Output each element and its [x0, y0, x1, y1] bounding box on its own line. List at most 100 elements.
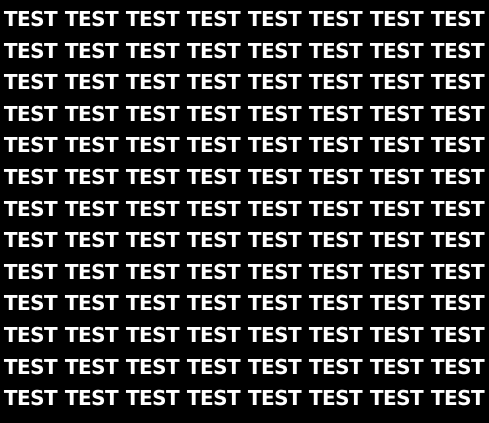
test-word: TEST [247, 7, 302, 31]
text-row: TEST TEST TEST TEST TEST TEST TEST TEST [0, 37, 489, 69]
text-row: TEST TEST TEST TEST TEST TEST TEST TEST [0, 195, 489, 227]
test-word: TEST [369, 259, 424, 284]
test-word: TEST [247, 386, 302, 411]
text-row: TEST TEST TEST TEST TEST TEST TEST TEST [0, 258, 489, 290]
test-word: TEST [125, 164, 180, 189]
test-word: TEST [125, 386, 180, 411]
test-word: TEST [247, 228, 302, 253]
test-word: TEST [3, 101, 58, 126]
test-word: TEST [308, 259, 363, 284]
test-word: TEST [247, 101, 302, 126]
test-word: TEST [247, 38, 302, 63]
test-word: TEST [430, 101, 485, 126]
test-word: TEST [64, 38, 119, 63]
text-row: TEST TEST TEST TEST TEST TEST TEST TEST [0, 100, 489, 132]
test-word: TEST [369, 354, 424, 379]
test-word: TEST [186, 164, 241, 189]
test-word: TEST [125, 101, 180, 126]
test-word: TEST [430, 7, 485, 31]
test-word: TEST [64, 70, 119, 95]
test-word: TEST [64, 291, 119, 316]
test-word: TEST [430, 196, 485, 221]
test-word: TEST [186, 291, 241, 316]
test-word: TEST [125, 259, 180, 284]
test-word: TEST [3, 196, 58, 221]
text-row: TEST TEST TEST TEST TEST TEST TEST TEST [0, 163, 489, 195]
test-word: TEST [308, 101, 363, 126]
test-word: TEST [247, 70, 302, 95]
test-word: TEST [369, 386, 424, 411]
test-word: TEST [308, 386, 363, 411]
test-word: TEST [430, 322, 485, 347]
test-word: TEST [430, 164, 485, 189]
test-word: TEST [247, 354, 302, 379]
test-word: TEST [125, 38, 180, 63]
test-word: TEST [308, 291, 363, 316]
test-word: TEST [308, 196, 363, 221]
test-word: TEST [369, 70, 424, 95]
test-word: TEST [125, 196, 180, 221]
test-word: TEST [125, 133, 180, 158]
test-word: TEST [64, 259, 119, 284]
test-word: TEST [430, 133, 485, 158]
test-word: TEST [186, 322, 241, 347]
test-word: TEST [3, 164, 58, 189]
test-word: TEST [64, 101, 119, 126]
test-word: TEST [125, 354, 180, 379]
test-word: TEST [369, 228, 424, 253]
text-row: TEST TEST TEST TEST TEST TEST TEST TEST [0, 131, 489, 163]
test-word: TEST [369, 322, 424, 347]
test-word: TEST [3, 38, 58, 63]
text-row: TEST TEST TEST TEST TEST TEST TEST TEST [0, 321, 489, 353]
text-row: TEST TEST TEST TEST TEST TEST TEST TEST [0, 5, 489, 37]
test-word: TEST [369, 291, 424, 316]
test-word: TEST [125, 322, 180, 347]
test-word: TEST [430, 70, 485, 95]
test-word: TEST [64, 133, 119, 158]
test-word: TEST [369, 7, 424, 31]
test-word: TEST [308, 164, 363, 189]
test-word: TEST [186, 196, 241, 221]
test-word: TEST [308, 70, 363, 95]
text-row: TEST TEST TEST TEST TEST TEST TEST TEST [0, 226, 489, 258]
test-word: TEST [369, 196, 424, 221]
test-word: TEST [186, 259, 241, 284]
test-word: TEST [430, 38, 485, 63]
test-word: TEST [3, 7, 58, 31]
test-word: TEST [308, 228, 363, 253]
text-row: TEST TEST TEST TEST TEST TEST TEST TEST [0, 353, 489, 385]
test-word: TEST [186, 354, 241, 379]
test-word: TEST [3, 322, 58, 347]
test-word: TEST [430, 228, 485, 253]
test-word: TEST [186, 7, 241, 31]
test-word: TEST [125, 291, 180, 316]
test-word: TEST [247, 291, 302, 316]
test-word: TEST [3, 259, 58, 284]
test-word: TEST [247, 259, 302, 284]
test-word: TEST [125, 7, 180, 31]
test-word: TEST [186, 133, 241, 158]
test-word: TEST [247, 196, 302, 221]
text-row: TEST TEST TEST TEST TEST TEST TEST TEST [0, 384, 489, 416]
test-word: TEST [186, 386, 241, 411]
text-row: TEST TEST TEST TEST TEST TEST TEST TEST [0, 68, 489, 100]
test-word: TEST [247, 164, 302, 189]
test-word: TEST [308, 354, 363, 379]
test-word: TEST [3, 70, 58, 95]
test-text-grid: TEST TEST TEST TEST TEST TEST TEST TEST TEST TEST… [0, 5, 489, 416]
test-word: TEST [308, 133, 363, 158]
test-word: TEST [125, 70, 180, 95]
test-word: TEST [3, 291, 58, 316]
test-word: TEST [369, 38, 424, 63]
test-word: TEST [64, 354, 119, 379]
test-word: TEST [3, 354, 58, 379]
test-word: TEST [3, 228, 58, 253]
test-word: TEST [247, 133, 302, 158]
test-word: TEST [3, 133, 58, 158]
test-word: TEST [186, 228, 241, 253]
test-word: TEST [186, 70, 241, 95]
test-word: TEST [64, 164, 119, 189]
test-word: TEST [369, 101, 424, 126]
test-word: TEST [186, 101, 241, 126]
test-word: TEST [430, 291, 485, 316]
